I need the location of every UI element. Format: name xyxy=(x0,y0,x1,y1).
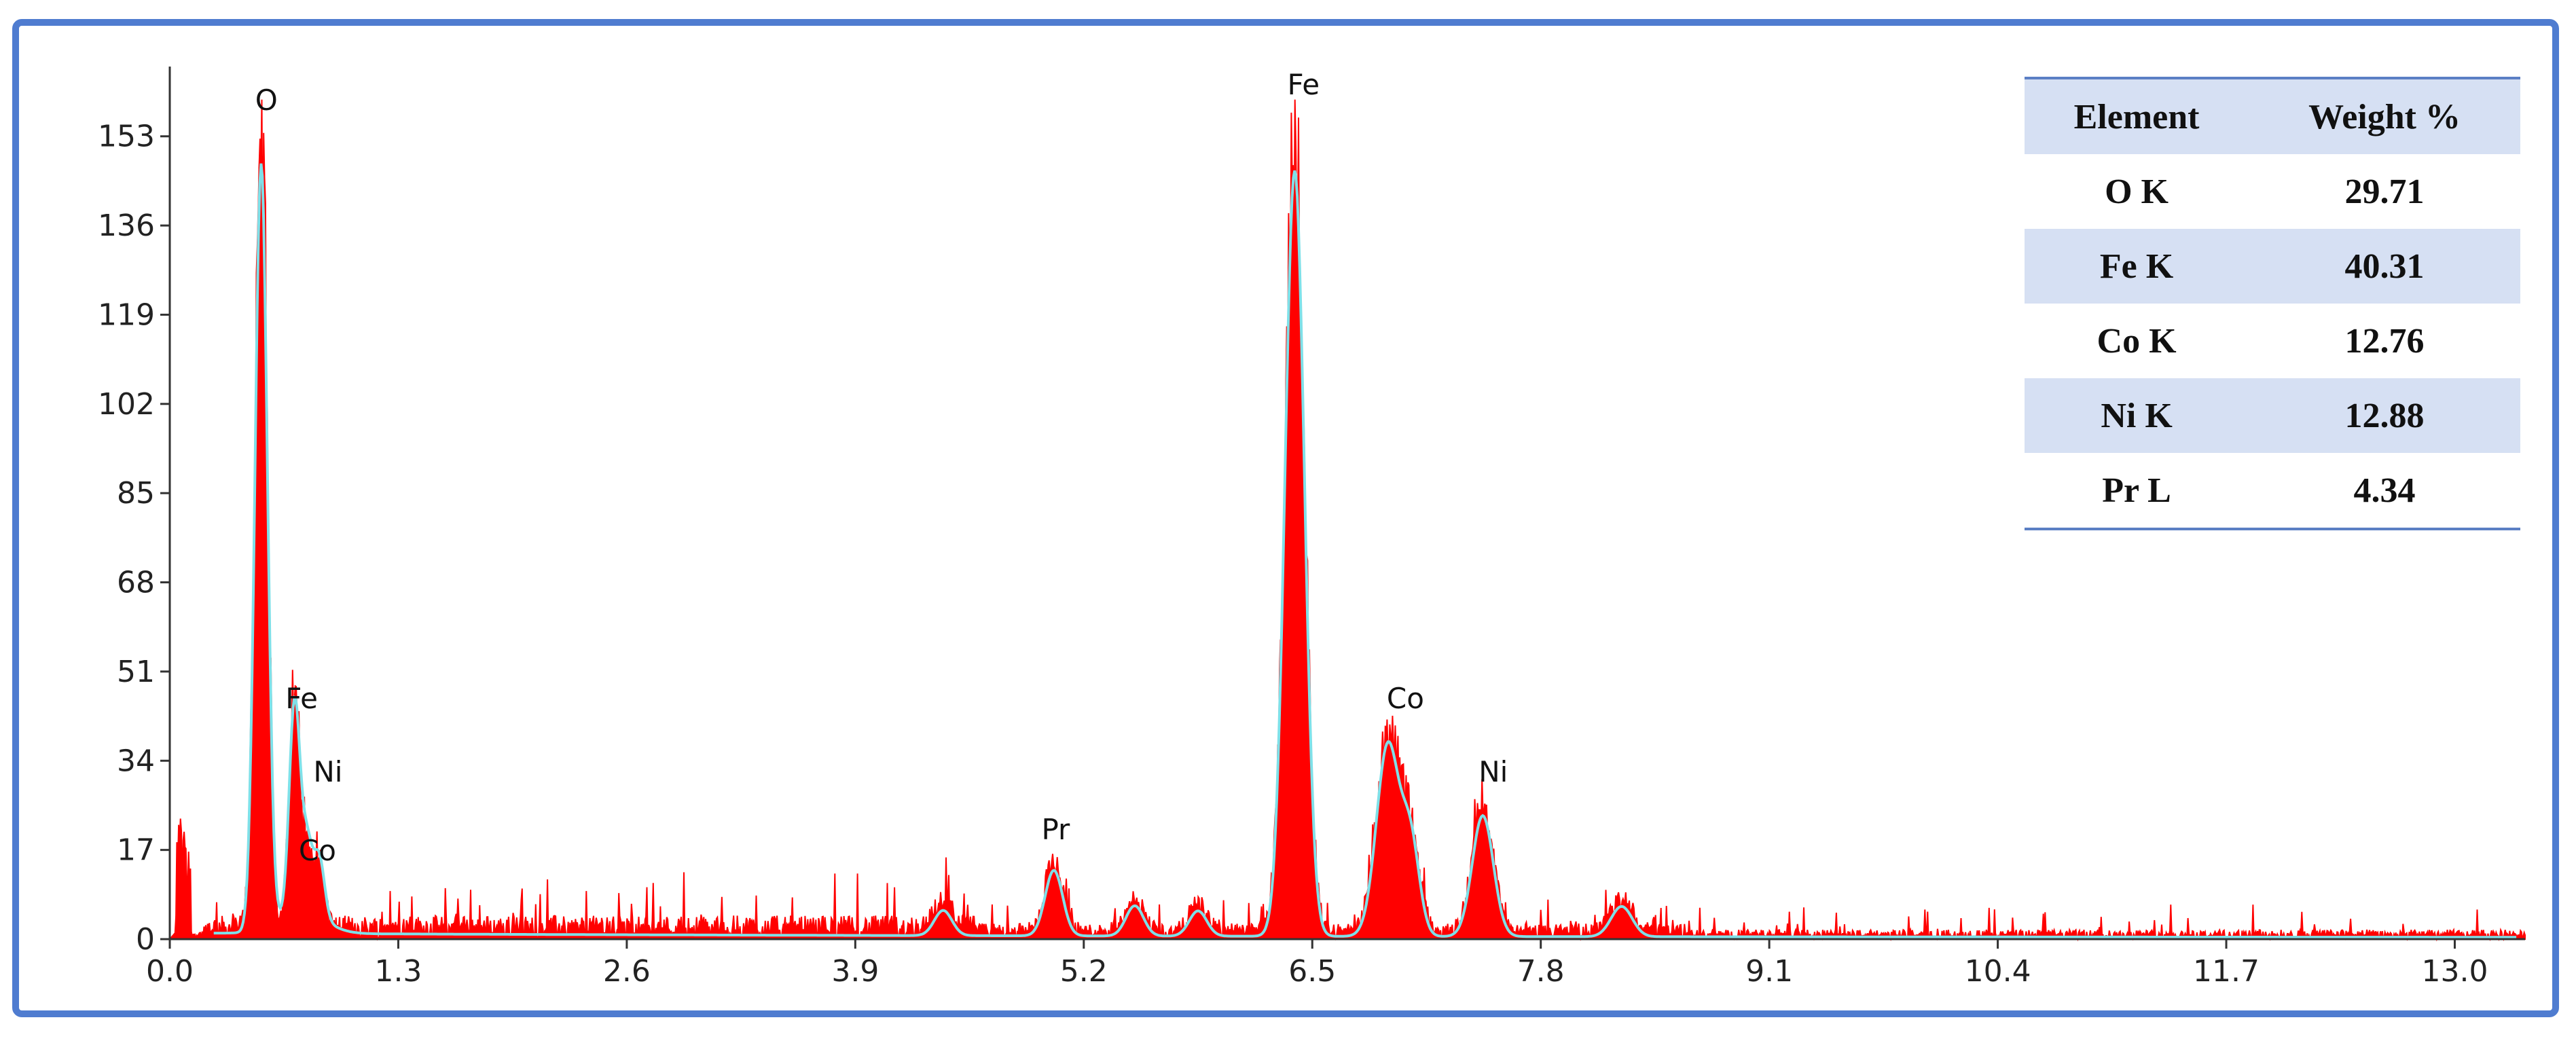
eds-spectrum-chart: 0 17 34 51 68 85 102 119 136 153 0.0 1.3 2.6 3.9 5.2 6.… xyxy=(98,67,2526,989)
x-tick-label: 9.1 xyxy=(1745,954,1793,989)
y-tick-label: 136 xyxy=(98,208,155,243)
peak-label: Fe xyxy=(1287,68,1320,101)
peak-labels-layer: O Fe Ni Co Pr Fe Co Ni xyxy=(255,68,1508,867)
peak-label: Fe xyxy=(285,682,318,715)
table-row: O K 29.71 xyxy=(2025,154,2520,229)
table-cell-element: O K xyxy=(2105,172,2169,211)
x-tick-label: 3.9 xyxy=(831,954,879,989)
x-tick-label: 11.7 xyxy=(2193,954,2260,989)
fit-curve xyxy=(213,163,2517,939)
peak-label: Pr xyxy=(1041,813,1070,846)
table-header-element: Element xyxy=(2073,97,2200,136)
x-tick-label: 5.2 xyxy=(1060,954,1108,989)
weight-percent-table: Element Weight % O K 29.71 Fe K 40.31 Co… xyxy=(2025,77,2520,530)
peak-label: Ni xyxy=(313,755,342,788)
chart-frame: 0 17 34 51 68 85 102 119 136 153 0.0 1.3 2.6 3.9 5.2 6.… xyxy=(12,19,2559,1017)
peak-label: Ni xyxy=(1479,755,1508,788)
y-tick-label: 119 xyxy=(98,297,155,332)
y-tick-label: 51 xyxy=(117,655,155,689)
x-tick-label: 13.0 xyxy=(2421,954,2488,989)
table-row: Co K 12.76 xyxy=(2025,304,2520,378)
table-header-weight: Weight % xyxy=(2308,97,2461,136)
fit-curve-layer xyxy=(213,163,2517,939)
table-cell-element: Pr L xyxy=(2102,471,2171,510)
table-row: Ni K 12.88 xyxy=(2025,378,2520,453)
y-tick-label: 102 xyxy=(98,387,155,422)
x-tick-label: 0.0 xyxy=(146,954,194,989)
table-cell-element: Fe K xyxy=(2099,246,2174,286)
table-cell-weight: 4.34 xyxy=(2353,471,2416,510)
table-cell-element: Co K xyxy=(2097,321,2177,361)
x-tick-label: 6.5 xyxy=(1288,954,1336,989)
table-cell-element: Ni K xyxy=(2101,396,2173,435)
y-tick-label: 85 xyxy=(117,476,155,511)
peak-label: Co xyxy=(1387,682,1424,715)
table-cell-weight: 40.31 xyxy=(2344,246,2425,286)
y-tick-label: 153 xyxy=(98,120,155,154)
table-row: Pr L 4.34 xyxy=(2025,453,2520,529)
table-cell-weight: 12.88 xyxy=(2344,396,2425,435)
table-header-row: Element Weight % xyxy=(2025,78,2520,154)
table-cell-weight: 29.71 xyxy=(2344,172,2425,211)
x-tick-label: 1.3 xyxy=(374,954,422,989)
peak-label: O xyxy=(255,84,278,117)
y-tick-label: 17 xyxy=(117,833,155,868)
peak-label: Co xyxy=(299,834,336,867)
axes-layer: 0 17 34 51 68 85 102 119 136 153 0.0 1.3 2.6 3.9 5.2 6.… xyxy=(98,67,2525,989)
x-tick-label: 2.6 xyxy=(603,954,651,989)
x-tick-label: 10.4 xyxy=(1965,954,2031,989)
table-row: Fe K 40.31 xyxy=(2025,229,2520,304)
y-tick-label: 68 xyxy=(117,566,155,600)
x-tick-label: 7.8 xyxy=(1517,954,1565,989)
y-tick-label: 34 xyxy=(117,744,155,778)
table-cell-weight: 12.76 xyxy=(2344,321,2425,361)
y-tick-label: 0 xyxy=(136,922,155,957)
